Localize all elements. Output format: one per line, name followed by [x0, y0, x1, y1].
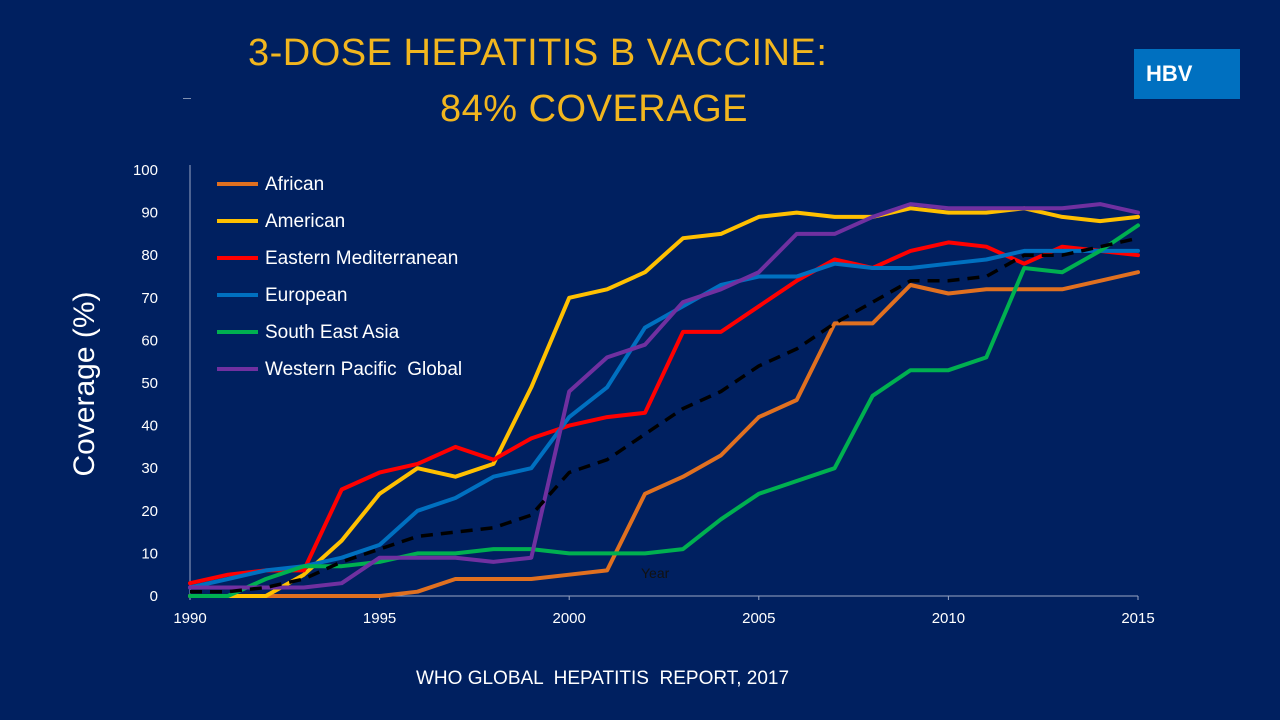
y-tick-label: 20: [141, 503, 158, 520]
series-line-eastern-mediterranean: [188, 240, 1140, 586]
slide-title-line-2: 84% COVERAGE: [440, 88, 748, 130]
series-line-african: [188, 270, 1140, 598]
y-tick-label: 100: [133, 162, 158, 179]
slide-title-line-1: 3-DOSE HEPATITIS B VACCINE:: [248, 32, 828, 74]
source-caption: WHO GLOBAL HEPATITIS REPORT, 2017: [416, 668, 790, 689]
legend-label-american: American: [265, 211, 345, 232]
series-line-western-pacific-global: [188, 202, 1140, 590]
year-annotation: Year: [641, 565, 670, 581]
x-tick-label: 1990: [173, 610, 206, 627]
legend-label-western-pacific-global: Western Pacific Global: [265, 359, 462, 380]
series-line-european: [188, 248, 1140, 590]
stray-tick-mark: [183, 98, 191, 99]
x-tick-label: 1995: [363, 610, 396, 627]
legend-label-african: African: [265, 174, 324, 195]
x-tick-label: 2000: [553, 610, 586, 627]
y-tick-label: 50: [141, 375, 158, 392]
y-tick-label: 70: [141, 290, 158, 307]
legend-label-south-east-asia: South East Asia: [265, 322, 400, 343]
y-tick-label: 60: [141, 332, 158, 349]
series-line-american: [188, 206, 1140, 598]
y-tick-label: 30: [141, 460, 158, 477]
legend-label-eastern-mediterranean: Eastern Mediterranean: [265, 248, 458, 269]
y-tick-label: 80: [141, 247, 158, 264]
y-tick-label: 0: [150, 588, 158, 605]
x-tick-label: 2005: [742, 610, 775, 627]
x-tick-label: 2015: [1121, 610, 1154, 627]
y-tick-label: 90: [141, 205, 158, 222]
hbv-badge: HBV: [1134, 49, 1240, 99]
series-line-unlabeled-6: [190, 236, 1139, 594]
y-tick-label: 10: [141, 545, 158, 562]
x-tick-label: 2010: [932, 610, 965, 627]
legend-label-european: European: [265, 285, 347, 306]
series-line-south-east-asia: [188, 223, 1140, 598]
y-tick-label: 40: [141, 418, 158, 435]
